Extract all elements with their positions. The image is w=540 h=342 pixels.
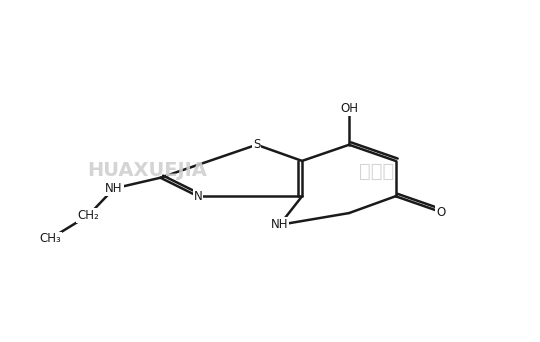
- Text: 化学加: 化学加: [359, 161, 395, 181]
- Text: HUAXUEJIA: HUAXUEJIA: [87, 161, 207, 181]
- Text: S: S: [253, 138, 260, 151]
- Text: CH₃: CH₃: [39, 233, 60, 246]
- Text: O: O: [436, 206, 446, 219]
- Text: NH: NH: [271, 218, 288, 231]
- Text: NH: NH: [105, 182, 123, 195]
- Text: N: N: [193, 190, 202, 203]
- Text: CH₂: CH₂: [77, 209, 99, 222]
- Text: OH: OH: [340, 102, 358, 115]
